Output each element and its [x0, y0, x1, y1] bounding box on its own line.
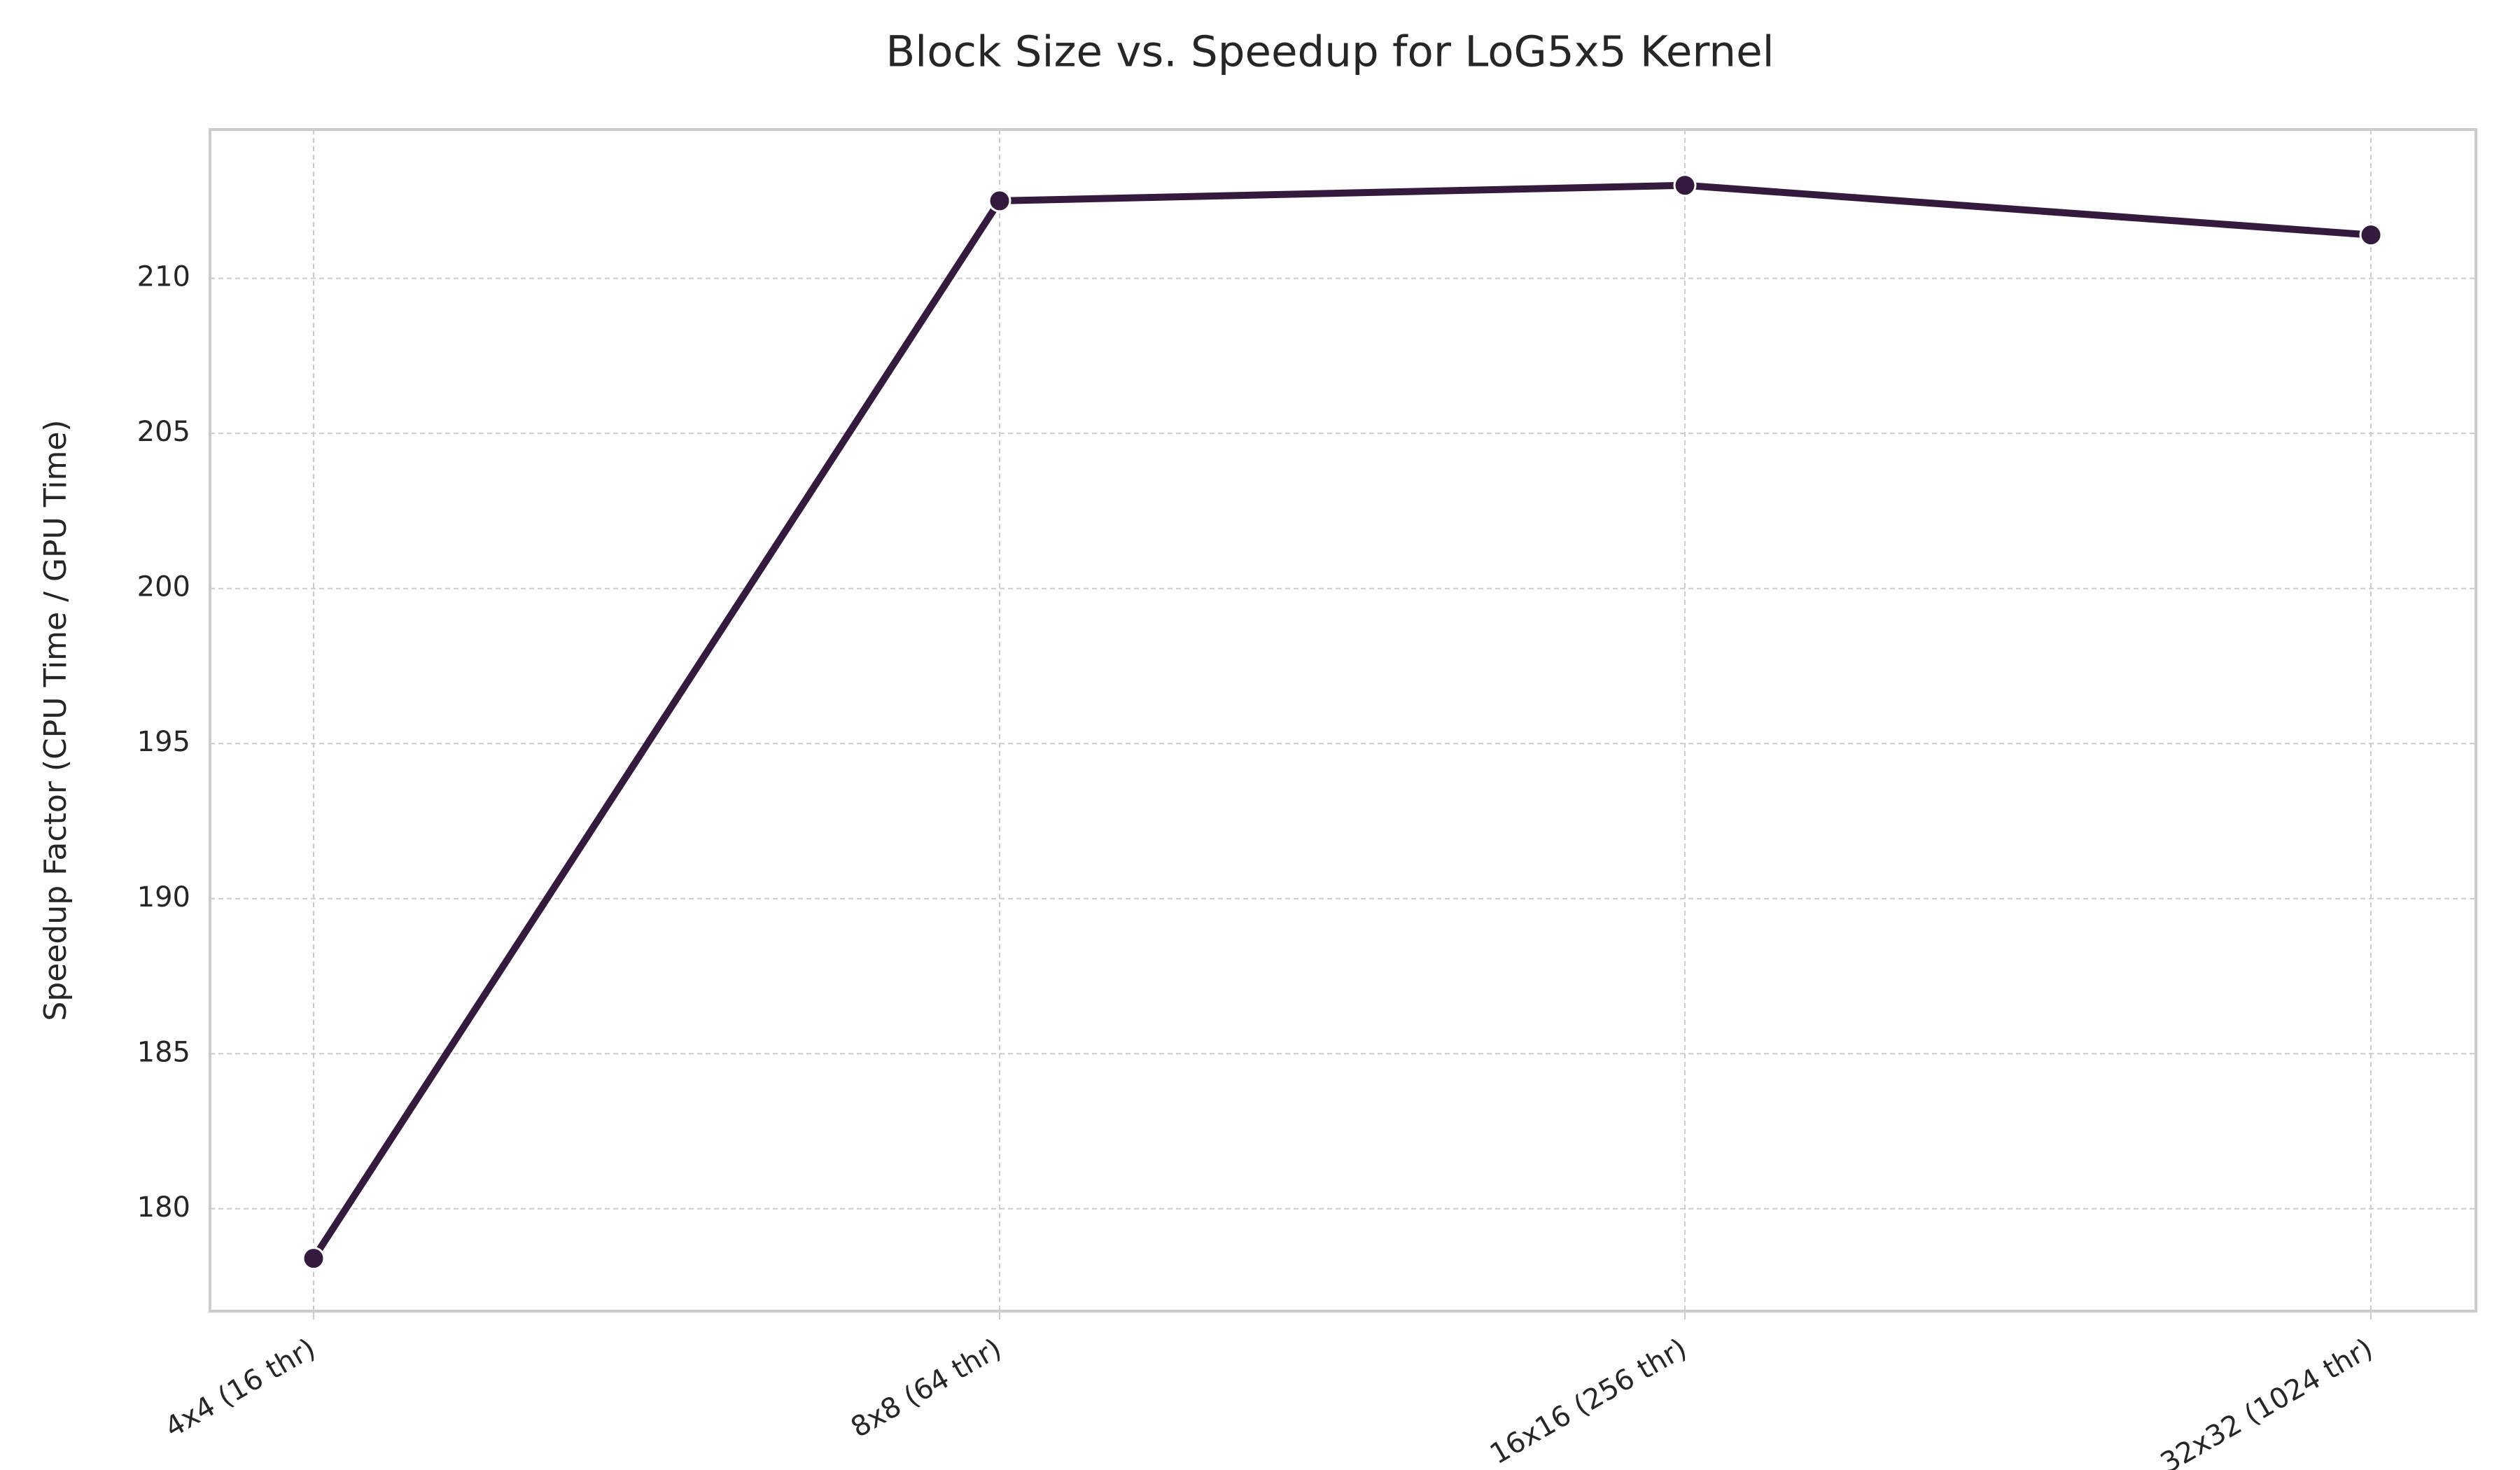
x-tick-labels: 4x4 (16 thr) 8x8 (64 thr) 16x16 (256 thr) 3… — [160, 1332, 2378, 1470]
data-point — [302, 1247, 326, 1270]
x-tick-marks — [313, 1311, 2372, 1320]
y-tick-labels: 180 185 190 195 200 205 210 — [137, 261, 190, 1224]
series-line — [310, 181, 2374, 1262]
x-tick-label: 4x4 (16 thr) — [160, 1332, 321, 1444]
y-axis-label: Speedup Factor (CPU Time / GPU Time) — [38, 419, 74, 1021]
y-tick-label: 195 — [137, 726, 190, 758]
data-point — [988, 189, 1011, 213]
y-tick-label: 185 — [137, 1036, 190, 1068]
series-group — [302, 174, 2383, 1270]
chart-title: Block Size vs. Speedup for LoG5x5 Kernel — [886, 27, 1774, 77]
y-tick-label: 200 — [137, 571, 190, 603]
plot-area-frame — [209, 128, 2477, 1312]
y-gridlines — [210, 277, 2476, 1210]
x-tick-label: 16x16 (256 thr) — [1485, 1332, 1693, 1470]
data-point — [2359, 223, 2383, 247]
y-tick-label: 205 — [137, 416, 190, 448]
y-tick-label: 210 — [137, 261, 190, 293]
y-tick-label: 180 — [137, 1191, 190, 1224]
x-gridlines — [313, 130, 2372, 1311]
x-tick-label: 32x32 (1024 thr) — [2155, 1332, 2379, 1470]
data-point — [1673, 174, 1697, 197]
y-tick-label: 190 — [137, 881, 190, 913]
x-tick-label: 8x8 (64 thr) — [846, 1332, 1007, 1444]
